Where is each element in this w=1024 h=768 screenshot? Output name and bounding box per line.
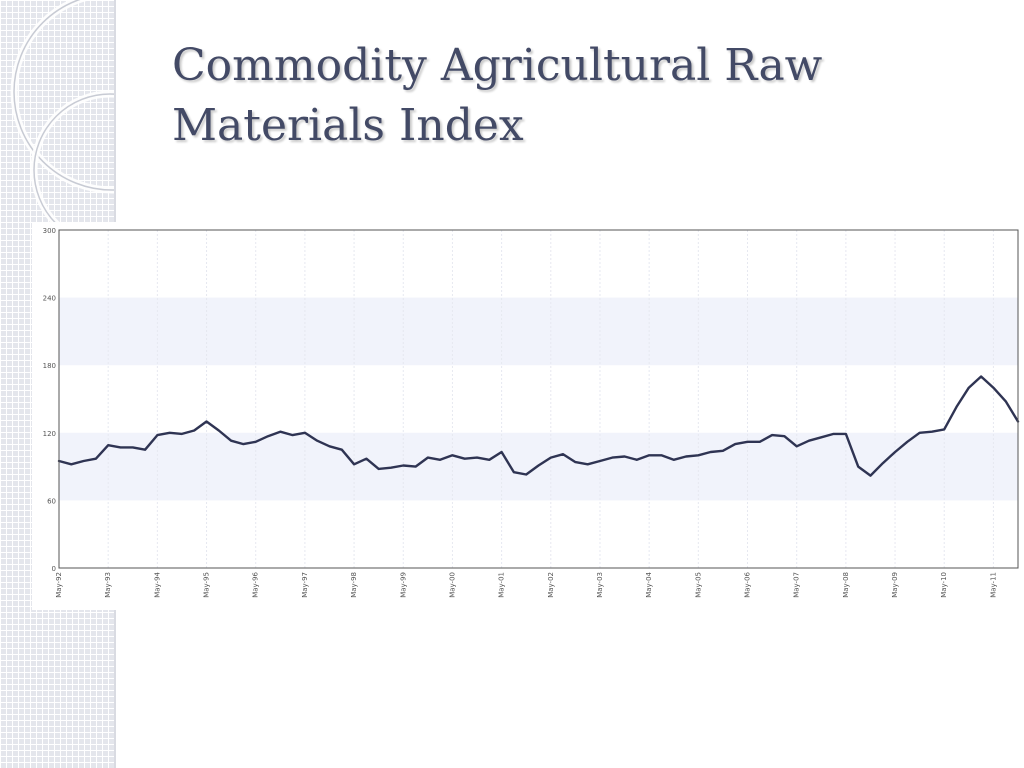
x-tick-label: May-94 (153, 571, 161, 597)
y-tick-label: 180 (43, 362, 56, 370)
x-tick-label: May-04 (645, 571, 653, 597)
x-tick-label: May-97 (301, 572, 309, 598)
x-tick-label: May-07 (793, 572, 801, 598)
x-tick-label: May-08 (842, 572, 850, 598)
x-tick-label: May-11 (989, 572, 997, 598)
y-tick-label: 120 (43, 430, 56, 438)
x-tick-label: May-09 (891, 572, 899, 598)
plot-border (58, 229, 1019, 569)
y-tick-label: 240 (43, 295, 56, 303)
chart-container: May-92 May-93 May-94 May-95 May-96 May-97 May-… (32, 222, 1020, 610)
x-tick-label: May-05 (694, 572, 702, 598)
x-tick-label: May-01 (498, 572, 506, 598)
plot-band (59, 297, 1018, 366)
x-tick-label: May-92 (55, 572, 63, 598)
slide-title: Commodity Agricultural Raw Materials Ind… (172, 40, 823, 151)
y-tick-label: 300 (43, 227, 56, 235)
x-tick-label: May-10 (940, 572, 948, 598)
y-tick-label: 60 (47, 497, 56, 505)
line-chart: May-92 May-93 May-94 May-95 May-96 May-97 May-… (43, 227, 1020, 598)
y-tick-label: 0 (52, 565, 56, 573)
x-tick-label: May-03 (596, 572, 604, 598)
x-tick-label: May-93 (104, 572, 112, 598)
x-tick-label: May-06 (744, 571, 752, 597)
x-tick-label: May-02 (547, 572, 555, 598)
x-tick-label: May-00 (448, 572, 456, 598)
x-tick-label: May-99 (399, 572, 407, 598)
x-tick-label: May-96 (252, 571, 260, 597)
x-tick-label: May-98 (350, 572, 358, 598)
x-tick-label: May-95 (203, 572, 211, 598)
series-line (57, 375, 1020, 477)
